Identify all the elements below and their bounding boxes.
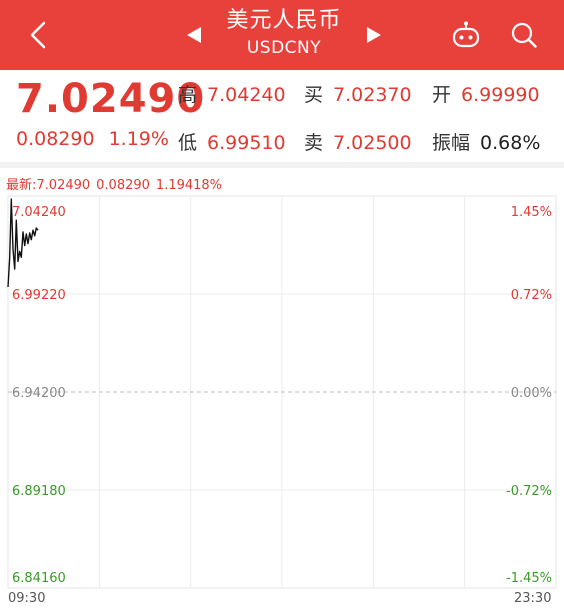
next-pair-button[interactable]: [356, 0, 392, 70]
y-right-tick-label: -1.45%: [506, 571, 552, 586]
robot-button[interactable]: [444, 0, 488, 70]
change-percent: 1.19%: [108, 128, 169, 150]
latest-change: 0.08290: [96, 178, 150, 193]
previous-pair-button[interactable]: [176, 0, 212, 70]
chart-grid: [7, 195, 557, 589]
amplitude-value: 0.68%: [480, 132, 541, 154]
change-value: 0.08290: [16, 128, 95, 150]
buy-label: 买: [304, 84, 324, 106]
y-right-tick-label: 0.72%: [511, 288, 552, 303]
latest-label: 最新:: [6, 178, 37, 193]
y-tick-label: 6.84160: [12, 571, 66, 586]
top-bar: 美元人民币 USDCNY: [0, 0, 564, 70]
y-right-tick-label: 1.45%: [511, 205, 552, 220]
buy-stat: 买 7.02370: [304, 80, 412, 107]
back-button[interactable]: [14, 0, 62, 70]
high-label: 高: [178, 84, 198, 106]
low-value: 6.99510: [207, 132, 286, 154]
sell-label: 卖: [304, 132, 324, 154]
latest-readout: 最新:7.02490 0.08290 1.19418%: [6, 174, 228, 193]
search-icon: [511, 22, 537, 48]
amplitude-label: 振幅: [432, 132, 471, 154]
intraday-chart[interactable]: 7.04240 1.45% 6.99220 0.72% 6.94200 0.00% 6.89…: [0, 190, 564, 590]
current-price: 7.02490: [16, 76, 206, 122]
low-label: 低: [178, 132, 198, 154]
triangle-right-icon: [367, 27, 381, 43]
y-tick-label: 6.94200: [12, 386, 66, 401]
y-tick-label: 6.99220: [12, 288, 66, 303]
sell-value: 7.02500: [333, 132, 412, 154]
title-block: 美元人民币 USDCNY: [212, 6, 356, 60]
price-change: 0.08290 1.19%: [16, 128, 169, 150]
page-subtitle: USDCNY: [246, 38, 322, 58]
open-stat: 开 6.99990: [432, 80, 540, 107]
triangle-left-icon: [187, 27, 201, 43]
time-end: 23:30: [514, 591, 552, 606]
search-button[interactable]: [502, 0, 546, 70]
latest-price: 7.02490: [36, 178, 91, 193]
time-start: 09:30: [8, 591, 46, 606]
high-value: 7.04240: [207, 84, 286, 106]
open-value: 6.99990: [461, 84, 540, 106]
sell-stat: 卖 7.02500: [304, 128, 412, 155]
quote-panel: 7.02490 0.08290 1.19% 高 7.04240 低 6.99510 买…: [0, 70, 564, 162]
y-right-tick-label: 0.00%: [511, 386, 552, 401]
robot-icon: [452, 21, 480, 48]
page-title: 美元人民币: [226, 8, 342, 33]
chevron-left-icon: [30, 21, 46, 49]
chart-axis-labels: 7.04240 1.45% 6.99220 0.72% 6.94200 0.00% 6.89…: [12, 205, 552, 586]
low-stat: 低 6.99510: [178, 128, 286, 155]
high-stat: 高 7.04240: [178, 80, 286, 107]
section-divider: [0, 162, 564, 168]
amplitude-stat: 振幅 0.68%: [432, 128, 540, 155]
y-tick-label: 6.89180: [12, 484, 66, 499]
y-right-tick-label: -0.72%: [506, 484, 552, 499]
y-tick-label: 7.04240: [12, 205, 66, 220]
buy-value: 7.02370: [333, 84, 412, 106]
price-series-line: [7, 198, 39, 288]
latest-change-percent: 1.19418%: [155, 178, 223, 193]
open-label: 开: [432, 84, 452, 106]
